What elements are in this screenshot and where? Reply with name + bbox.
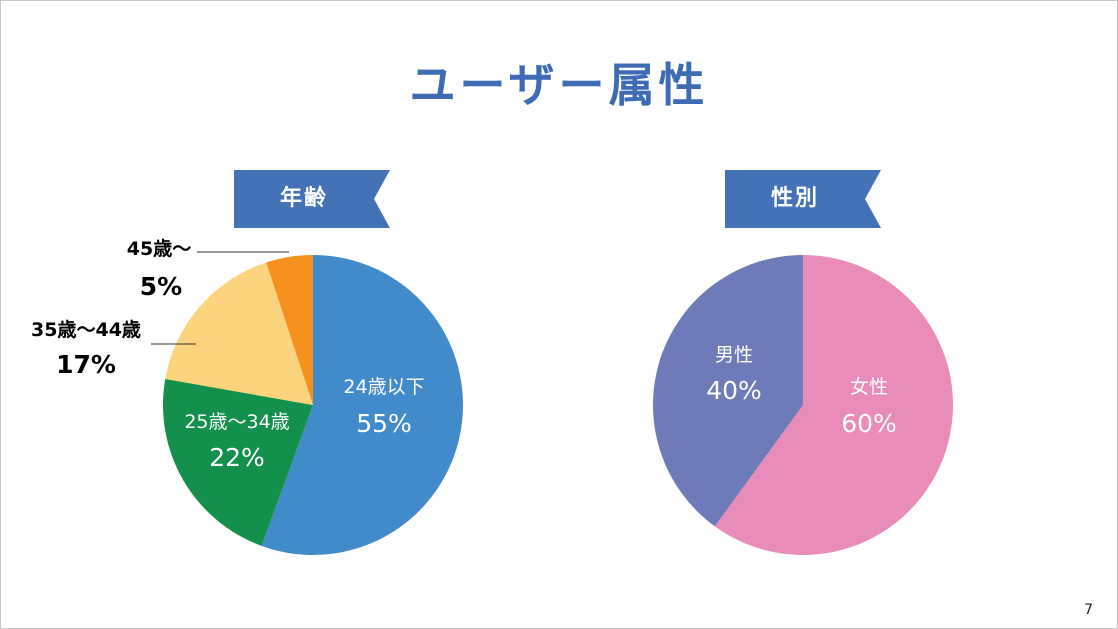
age-chart-title: 年齢 <box>279 186 328 211</box>
page-number: 7 <box>1084 602 1093 618</box>
age-chart-ribbon: 年齢 <box>234 170 390 228</box>
slice-label: 25歳〜34歳 <box>184 411 289 433</box>
ribbon-banner <box>234 170 390 228</box>
gender-chart-ribbon: 性別 <box>725 170 881 228</box>
slice-value: 55% <box>356 409 412 438</box>
slice-value: 60% <box>841 409 897 438</box>
pie-slice <box>165 262 313 405</box>
slice-value: 22% <box>209 443 265 472</box>
ribbon-banner <box>725 170 881 228</box>
slice-value: 5% <box>140 272 182 301</box>
slice-value: 17% <box>56 350 116 379</box>
slice-label: 女性 <box>850 376 888 398</box>
ribbon-shape <box>725 170 881 228</box>
pie-slice <box>266 255 313 405</box>
pie-slice <box>261 255 464 555</box>
slide-title: ユーザー属性 <box>409 58 709 112</box>
pie-slice <box>653 255 803 527</box>
gender-chart-title: 性別 <box>770 186 819 211</box>
slice-label: 45歳〜 <box>127 238 191 260</box>
slice-label: 24歳以下 <box>343 376 424 398</box>
slice-label: 男性 <box>715 344 753 366</box>
pie-slice <box>163 378 313 546</box>
pie-slice <box>714 255 954 555</box>
slice-label: 35歳〜44歳 <box>31 319 141 341</box>
slice-value: 40% <box>706 376 762 405</box>
ribbon-shape <box>234 170 390 228</box>
